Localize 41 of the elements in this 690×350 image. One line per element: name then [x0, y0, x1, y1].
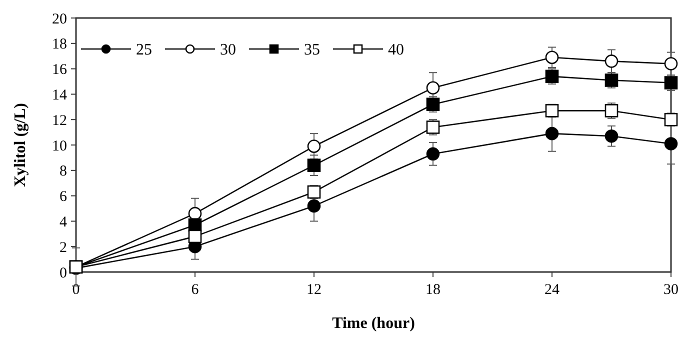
point [604, 129, 618, 143]
x-tick-label: 6 [191, 282, 200, 298]
point [307, 158, 321, 172]
legend-label: 30 [220, 42, 236, 59]
y-tick-label: 20 [52, 11, 67, 28]
x-axis-title: Time (hour) [332, 315, 415, 332]
y-axis-title: Xylitol (g/L) [12, 103, 29, 187]
x-tick-label: 12 [306, 282, 322, 298]
y-tick-label: 16 [52, 62, 68, 78]
point [307, 185, 321, 199]
point [545, 50, 559, 64]
legend-label: 25 [136, 42, 152, 59]
y-tick-label: 4 [60, 214, 68, 230]
point [307, 199, 321, 213]
point [664, 112, 678, 126]
point [664, 137, 678, 150]
y-tick-label: 10 [52, 138, 67, 154]
point [188, 230, 202, 244]
legend-label: 35 [304, 42, 320, 59]
point [545, 104, 559, 118]
point [426, 81, 440, 94]
point [664, 57, 678, 70]
y-tick-label: 18 [52, 36, 67, 53]
x-tick-label: 18 [426, 282, 440, 298]
point [426, 120, 440, 134]
y-tick-label: 12 [52, 112, 67, 129]
point [604, 54, 618, 68]
x-tick-label: 30 [664, 282, 678, 298]
legend-label: 40 [388, 42, 404, 59]
y-tick-label: 8 [60, 164, 67, 180]
y-tick-label: 6 [60, 189, 68, 206]
point [426, 98, 440, 112]
point [604, 104, 618, 118]
point [426, 147, 440, 161]
point [188, 206, 202, 220]
point [307, 140, 321, 153]
y-tick-label: 0 [60, 265, 67, 282]
x-tick-label: 24 [544, 282, 560, 298]
y-tick-label: 2 [60, 240, 67, 256]
point [545, 126, 559, 140]
y-tick-label: 14 [52, 87, 68, 104]
